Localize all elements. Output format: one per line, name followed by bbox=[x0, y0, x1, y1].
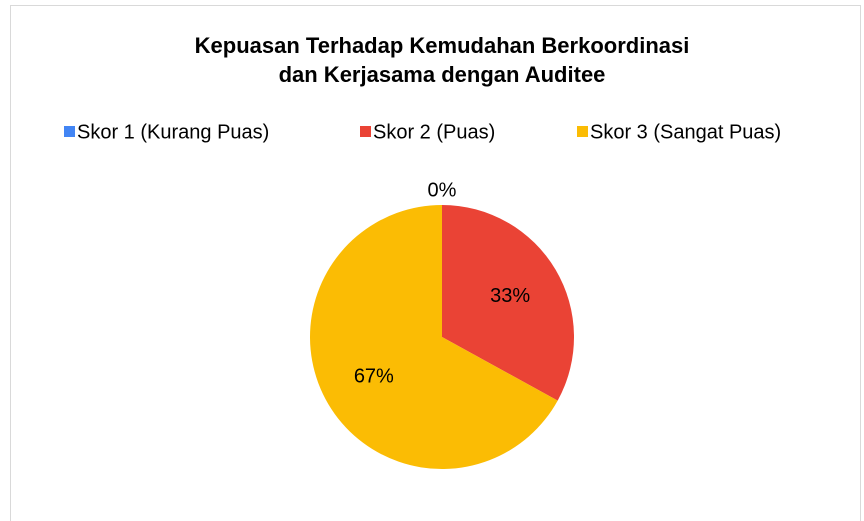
chart-title: Kepuasan Terhadap Kemudahan Berkoordinas… bbox=[195, 33, 690, 58]
legend-swatch bbox=[360, 126, 371, 137]
legend-label: Skor 2 (Puas) bbox=[373, 121, 495, 143]
legend-label: Skor 1 (Kurang Puas) bbox=[77, 121, 269, 143]
legend-label: Skor 3 (Sangat Puas) bbox=[590, 121, 781, 143]
legend-swatch bbox=[577, 126, 588, 137]
pie-slice bbox=[310, 205, 558, 469]
pie-slice bbox=[442, 205, 575, 401]
data-label: 33% bbox=[490, 285, 530, 307]
data-label: 0% bbox=[428, 179, 457, 201]
chart-title: dan Kerjasama dengan Auditee bbox=[279, 62, 606, 87]
legend-swatch bbox=[64, 126, 75, 137]
data-label: 67% bbox=[354, 366, 394, 388]
